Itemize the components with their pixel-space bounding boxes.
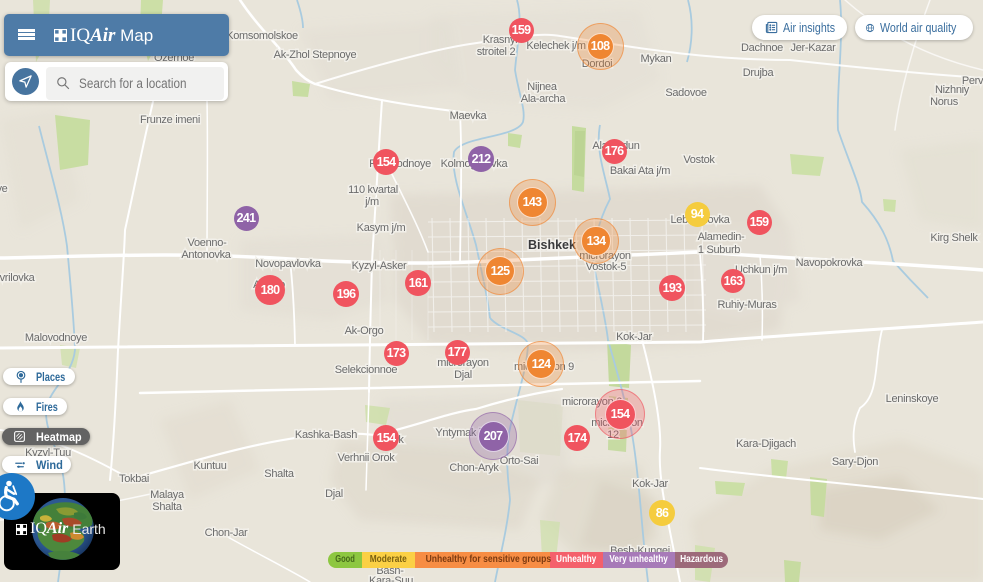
svg-text:Gavrilovka: Gavrilovka: [0, 272, 36, 284]
svg-text:Kyzyl-Asker: Kyzyl-Asker: [352, 260, 407, 272]
svg-text:Jer-Kazar: Jer-Kazar: [791, 42, 837, 54]
svg-text:Chon-Aryk: Chon-Aryk: [449, 462, 499, 474]
svg-text:Kelechek j/m: Kelechek j/m: [526, 40, 586, 52]
svg-text:Ala-archa: Ala-archa: [521, 93, 567, 105]
svg-text:Leninskoye: Leninskoye: [886, 393, 939, 405]
svg-text:Uchkun j/m: Uchkun j/m: [735, 264, 787, 276]
svg-text:Nizhniy: Nizhniy: [935, 84, 970, 96]
svg-text:Frunze imeni: Frunze imeni: [140, 114, 200, 126]
svg-text:Drujba: Drujba: [743, 67, 775, 79]
svg-text:Chon-Jar: Chon-Jar: [205, 527, 248, 539]
svg-text:Kok-Jar: Kok-Jar: [632, 478, 668, 490]
svg-text:Verhnii Orok: Verhnii Orok: [338, 452, 396, 464]
svg-text:Selekcionnoe: Selekcionnoe: [335, 364, 398, 376]
svg-text:Orto-Sai: Orto-Sai: [500, 455, 539, 467]
svg-text:Nijnea: Nijnea: [527, 81, 558, 93]
svg-text:Bakai Ata j/m: Bakai Ata j/m: [610, 165, 670, 177]
svg-text:Ak-Zhol Stepnoye: Ak-Zhol Stepnoye: [274, 49, 357, 61]
svg-text:Malovodnoye: Malovodnoye: [25, 332, 87, 344]
svg-text:Kara-Djigach: Kara-Djigach: [736, 438, 796, 450]
svg-text:Komsomolskoe: Komsomolskoe: [226, 30, 298, 42]
svg-text:Sadovoe: Sadovoe: [665, 87, 707, 99]
svg-text:Ruhiy-Muras: Ruhiy-Muras: [717, 299, 777, 311]
svg-text:Bishkek: Bishkek: [528, 238, 576, 252]
svg-text:1 Suburb: 1 Suburb: [698, 244, 740, 256]
svg-text:Kara-Suu: Kara-Suu: [369, 575, 413, 582]
svg-text:Mykan: Mykan: [641, 53, 672, 65]
svg-text:Kuntuu: Kuntuu: [193, 460, 226, 472]
svg-text:Alamedin-: Alamedin-: [698, 231, 745, 243]
svg-text:Kok-Jar: Kok-Jar: [616, 331, 652, 343]
svg-text:Shalta: Shalta: [264, 468, 295, 480]
svg-text:j/m: j/m: [364, 196, 379, 208]
svg-text:Kasym j/m: Kasym j/m: [357, 222, 406, 234]
svg-text:Djal: Djal: [454, 369, 472, 381]
svg-text:Vostok: Vostok: [683, 154, 715, 166]
svg-text:Antonovka: Antonovka: [181, 249, 231, 261]
svg-text:k: k: [398, 434, 404, 446]
svg-text:110 kvartal: 110 kvartal: [348, 184, 398, 196]
svg-text:Malaya: Malaya: [150, 489, 185, 501]
svg-text:Sary-Djon: Sary-Djon: [832, 456, 878, 468]
svg-text:Novopavlovka: Novopavlovka: [255, 258, 322, 270]
svg-text:Navopokrovka: Navopokrovka: [796, 257, 864, 269]
svg-text:Dachnoe: Dachnoe: [741, 42, 783, 54]
svg-text:Kirg Shelk: Kirg Shelk: [930, 232, 978, 244]
svg-text:Tokbai: Tokbai: [119, 473, 149, 485]
svg-text:stroitel 2: stroitel 2: [477, 46, 516, 58]
svg-text:Ak-Orgo: Ak-Orgo: [345, 325, 384, 337]
svg-text:Kashka-Bash: Kashka-Bash: [295, 429, 357, 441]
svg-text:Pervomays: Pervomays: [962, 75, 983, 87]
svg-text:Voenno-: Voenno-: [188, 237, 228, 249]
svg-text:ye: ye: [0, 183, 8, 195]
svg-text:Norus: Norus: [930, 96, 959, 108]
svg-text:Shalta: Shalta: [152, 501, 183, 513]
svg-text:Djal: Djal: [325, 488, 343, 500]
svg-text:Maevka: Maevka: [450, 110, 488, 122]
